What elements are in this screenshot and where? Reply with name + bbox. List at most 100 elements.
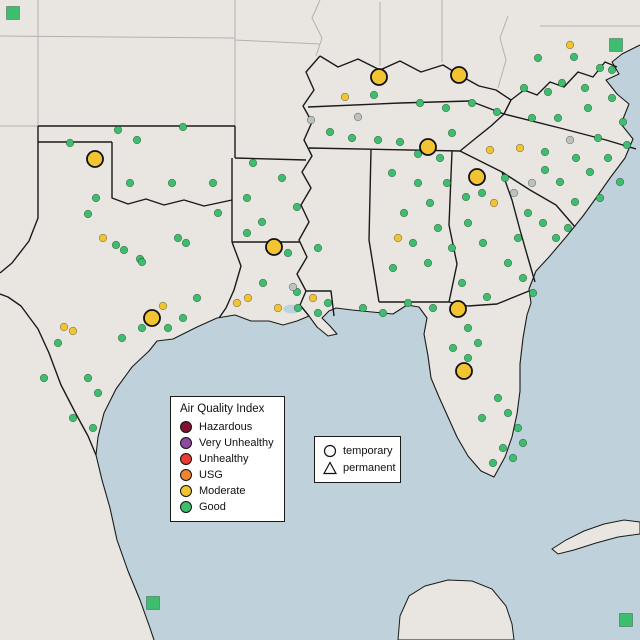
station-marker[interactable]: [313, 308, 323, 318]
station-marker[interactable]: [515, 143, 525, 153]
station-marker[interactable]: [570, 197, 580, 207]
station-marker[interactable]: [565, 135, 575, 145]
station-marker[interactable]: [457, 278, 467, 288]
station-marker[interactable]: [213, 208, 223, 218]
station-marker[interactable]: [419, 138, 437, 156]
station-marker[interactable]: [173, 233, 183, 243]
station-marker[interactable]: [448, 343, 458, 353]
station-marker[interactable]: [273, 303, 283, 313]
station-marker[interactable]: [181, 238, 191, 248]
station-marker[interactable]: [353, 112, 363, 122]
station-marker[interactable]: [6, 6, 20, 20]
station-marker[interactable]: [293, 303, 303, 313]
station-marker[interactable]: [325, 127, 335, 137]
station-marker[interactable]: [615, 177, 625, 187]
station-marker[interactable]: [111, 240, 121, 250]
station-marker[interactable]: [65, 138, 75, 148]
station-marker[interactable]: [415, 98, 425, 108]
station-marker[interactable]: [519, 83, 529, 93]
station-marker[interactable]: [461, 192, 471, 202]
station-marker[interactable]: [489, 198, 499, 208]
station-marker[interactable]: [508, 453, 518, 463]
station-marker[interactable]: [455, 362, 473, 380]
station-marker[interactable]: [527, 113, 537, 123]
station-marker[interactable]: [413, 178, 423, 188]
station-marker[interactable]: [503, 258, 513, 268]
station-marker[interactable]: [146, 596, 160, 610]
station-marker[interactable]: [538, 218, 548, 228]
station-marker[interactable]: [137, 323, 147, 333]
station-marker[interactable]: [39, 373, 49, 383]
station-marker[interactable]: [113, 125, 123, 135]
station-marker[interactable]: [387, 168, 397, 178]
station-marker[interactable]: [463, 323, 473, 333]
station-marker[interactable]: [53, 338, 63, 348]
station-marker[interactable]: [117, 333, 127, 343]
station-marker[interactable]: [313, 243, 323, 253]
station-marker[interactable]: [277, 173, 287, 183]
station-marker[interactable]: [59, 322, 69, 332]
station-marker[interactable]: [543, 87, 553, 97]
station-marker[interactable]: [83, 373, 93, 383]
station-marker[interactable]: [306, 115, 316, 125]
station-marker[interactable]: [265, 238, 283, 256]
station-marker[interactable]: [528, 288, 538, 298]
station-marker[interactable]: [449, 300, 467, 318]
station-marker[interactable]: [540, 147, 550, 157]
station-marker[interactable]: [467, 98, 477, 108]
station-marker[interactable]: [557, 78, 567, 88]
station-marker[interactable]: [403, 298, 413, 308]
station-marker[interactable]: [463, 353, 473, 363]
station-marker[interactable]: [523, 208, 533, 218]
station-marker[interactable]: [388, 263, 398, 273]
station-marker[interactable]: [323, 298, 333, 308]
station-marker[interactable]: [428, 303, 438, 313]
station-marker[interactable]: [518, 273, 528, 283]
station-marker[interactable]: [163, 323, 173, 333]
station-marker[interactable]: [435, 153, 445, 163]
station-marker[interactable]: [413, 149, 423, 159]
station-marker[interactable]: [257, 217, 267, 227]
station-marker[interactable]: [580, 83, 590, 93]
station-marker[interactable]: [478, 238, 488, 248]
station-marker[interactable]: [395, 137, 405, 147]
station-marker[interactable]: [482, 292, 492, 302]
station-marker[interactable]: [369, 90, 379, 100]
station-marker[interactable]: [498, 443, 508, 453]
station-marker[interactable]: [569, 52, 579, 62]
station-marker[interactable]: [242, 193, 252, 203]
station-marker[interactable]: [83, 209, 93, 219]
station-marker[interactable]: [358, 303, 368, 313]
station-marker[interactable]: [509, 188, 519, 198]
station-marker[interactable]: [503, 408, 513, 418]
station-marker[interactable]: [347, 133, 357, 143]
station-marker[interactable]: [595, 193, 605, 203]
station-marker[interactable]: [609, 38, 623, 52]
station-marker[interactable]: [86, 150, 104, 168]
station-marker[interactable]: [447, 243, 457, 253]
station-marker[interactable]: [425, 198, 435, 208]
station-marker[interactable]: [473, 338, 483, 348]
station-marker[interactable]: [441, 103, 451, 113]
station-marker[interactable]: [243, 293, 253, 303]
station-marker[interactable]: [137, 257, 147, 267]
station-marker[interactable]: [607, 65, 617, 75]
station-marker[interactable]: [393, 233, 403, 243]
station-marker[interactable]: [527, 178, 537, 188]
station-marker[interactable]: [143, 309, 161, 327]
station-marker[interactable]: [378, 308, 388, 318]
station-marker[interactable]: [288, 282, 298, 292]
station-marker[interactable]: [433, 223, 443, 233]
station-marker[interactable]: [553, 113, 563, 123]
station-marker[interactable]: [463, 218, 473, 228]
station-marker[interactable]: [619, 613, 633, 627]
station-marker[interactable]: [68, 326, 78, 336]
station-marker[interactable]: [408, 238, 418, 248]
station-marker[interactable]: [98, 233, 108, 243]
station-marker[interactable]: [618, 117, 628, 127]
station-marker[interactable]: [242, 228, 252, 238]
station-marker[interactable]: [178, 313, 188, 323]
station-marker[interactable]: [488, 458, 498, 468]
station-marker[interactable]: [595, 63, 605, 73]
station-marker[interactable]: [533, 53, 543, 63]
